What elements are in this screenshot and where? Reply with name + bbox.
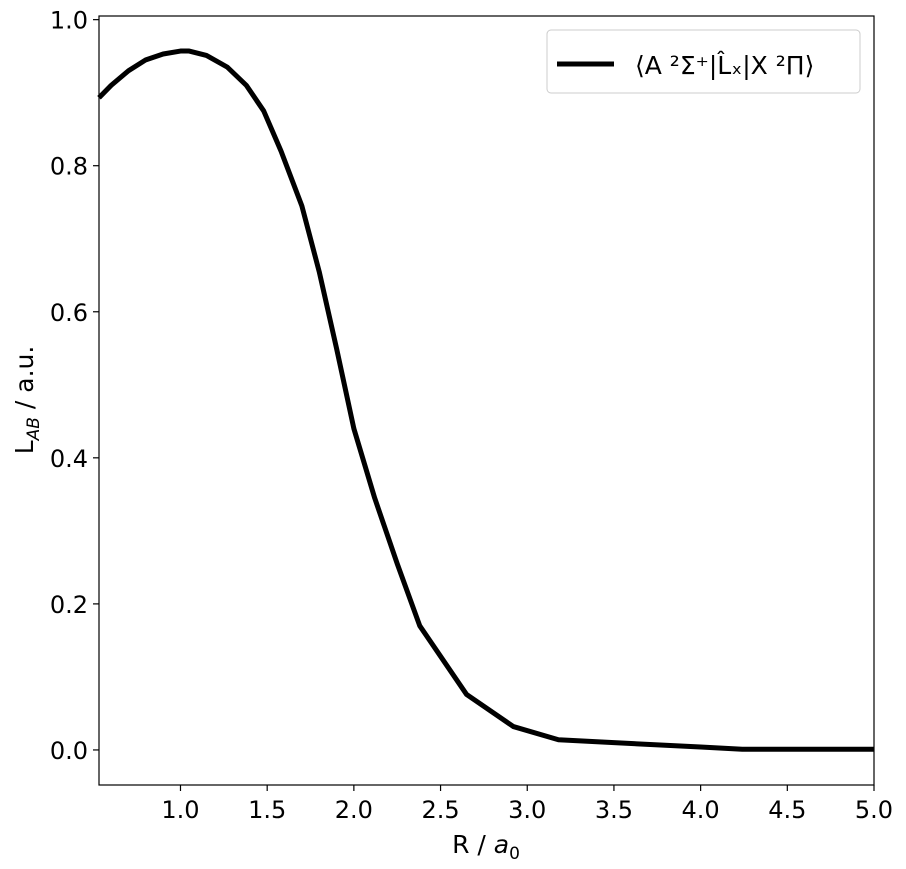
y-tick-label: 0.0 [50, 737, 88, 765]
x-tick-label: 2.0 [335, 796, 373, 824]
y-axis-ticks: 0.0 0.2 0.4 0.6 0.8 1.0 [50, 7, 99, 765]
legend: ⟨A ²Σ⁺|L̂ₓ|X ²Π⟩ [546, 29, 861, 94]
x-tick-label: 4.5 [768, 796, 806, 824]
y-tick-label: 0.2 [50, 591, 88, 619]
legend-box [546, 29, 861, 94]
x-tick-label: 1.0 [161, 796, 199, 824]
x-tick-label: 5.0 [855, 796, 893, 824]
x-axis-ticks: 1.0 1.5 2.0 2.5 3.0 3.5 4.0 4.5 5.0 [161, 785, 893, 824]
x-axis-label: R / a0 [452, 830, 520, 864]
y-tick-label: 1.0 [50, 7, 88, 35]
y-tick-label: 0.8 [50, 153, 88, 181]
x-tick-label: 3.5 [595, 796, 633, 824]
y-tick-label: 0.4 [50, 445, 88, 473]
x-tick-label: 3.0 [508, 796, 546, 824]
x-tick-label: 2.5 [421, 796, 459, 824]
y-tick-label: 0.6 [50, 299, 88, 327]
x-tick-label: 4.0 [682, 796, 720, 824]
legend-entry: ⟨A ²Σ⁺|L̂ₓ|X ²Π⟩ [635, 51, 814, 80]
plot-frame [98, 15, 875, 786]
plot-background [99, 16, 874, 785]
series-line [97, 48, 874, 752]
y-axis-label: LAB / a.u. [10, 346, 44, 455]
x-tick-label: 1.5 [248, 796, 286, 824]
